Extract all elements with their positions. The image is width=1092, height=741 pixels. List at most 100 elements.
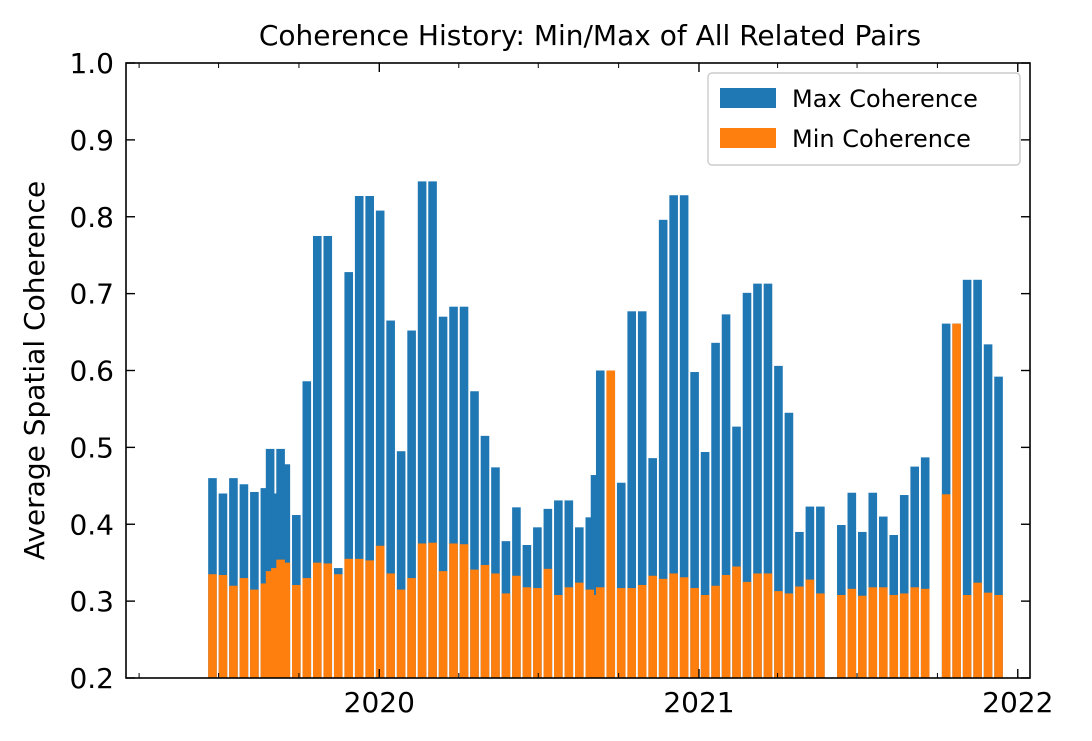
min-coherence-bar: [281, 562, 291, 678]
max-coherence-bar: [312, 235, 322, 678]
min-coherence-bar: [564, 587, 574, 678]
min-coherence-bar: [512, 575, 521, 678]
min-coherence-bar: [354, 558, 364, 678]
max-coherence-bar: [470, 391, 479, 678]
min-coherence-bar: [711, 585, 720, 678]
max-coherence-bar: [711, 342, 720, 678]
min-coherence-bar: [899, 593, 909, 678]
max-coherence-bar: [302, 381, 312, 678]
min-coherence-bar: [753, 573, 762, 678]
min-coherence-bar: [480, 564, 490, 678]
min-coherence-bar: [250, 589, 259, 678]
max-coherence-bar: [375, 210, 385, 678]
max-coherence-bar: [868, 492, 878, 678]
min-coherence-bar: [721, 574, 731, 678]
y-tick-label: 1.0: [69, 47, 114, 80]
y-tick-label: 0.2: [69, 662, 114, 695]
min-coherence-bar: [239, 578, 249, 678]
max-coherence-bar: [994, 376, 1003, 678]
max-coherence-bar: [753, 283, 762, 678]
max-coherence-bar: [428, 181, 437, 678]
max-coherence-bar: [250, 491, 259, 678]
min-coherence-bar: [428, 542, 437, 678]
max-coherence-bar: [590, 475, 600, 678]
max-coherence-bar: [229, 478, 238, 678]
min-coherence-bar: [554, 594, 563, 678]
min-coherence-bar: [962, 594, 972, 678]
y-tick-label: 0.6: [69, 355, 114, 388]
y-tick-label: 0.8: [69, 201, 114, 234]
max-coherence-bar: [627, 311, 637, 678]
plot-axes: [125, 62, 1031, 679]
max-coherence-bar: [386, 320, 395, 678]
max-coherence-bar: [847, 492, 857, 678]
min-coherence-bar: [438, 571, 448, 678]
min-coherence-bar: [292, 584, 301, 678]
max-coherence-bar: [732, 426, 741, 678]
min-coherence-bar: [669, 573, 678, 678]
max-coherence-bar: [658, 219, 668, 678]
max-coherence-bar: [648, 458, 657, 678]
min-coherence-bar: [459, 544, 469, 678]
min-coherence-bar: [868, 587, 878, 678]
max-coherence-bar: [438, 316, 448, 678]
max-coherence-bar: [407, 330, 416, 678]
min-coherence-bar: [260, 583, 270, 678]
min-coherence-bar: [302, 578, 312, 678]
max-coherence-bar: [554, 500, 563, 678]
max-coherence-bar: [973, 279, 982, 678]
min-coherence-bar: [816, 593, 825, 678]
min-coherence-bar: [795, 586, 804, 678]
max-coherence-bar: [910, 466, 920, 678]
min-coherence-bar: [952, 323, 961, 678]
legend-label-min: Min Coherence: [792, 125, 971, 153]
max-coherence-bar: [669, 195, 678, 678]
max-coherence-bar: [396, 451, 406, 678]
min-coherence-bar: [606, 370, 616, 678]
min-coherence-bar: [533, 588, 542, 678]
min-coherence-bar: [276, 559, 285, 678]
min-coherence-bar: [265, 571, 275, 678]
y-tick-label: 0.4: [69, 508, 114, 541]
max-coherence-bar: [784, 412, 794, 678]
max-coherence-bar: [595, 370, 605, 678]
legend-swatch-max: [720, 88, 776, 108]
y-tick-label: 0.5: [69, 431, 114, 464]
max-coherence-bar: [690, 372, 699, 678]
min-coherence-bar: [218, 574, 228, 678]
min-coherence-bar: [386, 573, 395, 678]
min-coherence-bar: [590, 594, 600, 678]
max-coherence-bar: [700, 451, 710, 678]
min-coherence-bar: [208, 574, 217, 678]
max-coherence-bar: [491, 467, 500, 678]
max-coherence-bar: [480, 435, 490, 678]
max-coherence-bar: [920, 457, 930, 678]
max-coherence-bar: [983, 344, 993, 678]
y-tick-label: 0.7: [69, 278, 114, 311]
max-coherence-bar: [816, 506, 825, 678]
max-coherence-bar: [637, 311, 647, 678]
legend-label-max: Max Coherence: [792, 85, 978, 113]
min-coherence-bar: [312, 562, 322, 678]
min-coherence-bar: [784, 593, 794, 678]
min-coherence-bar: [575, 582, 584, 678]
min-coherence-bars: [208, 323, 1003, 678]
legend-swatch-min: [720, 128, 776, 148]
x-tick-labels: 2020 2021 2022: [344, 686, 1054, 719]
max-coherence-bar: [365, 195, 374, 678]
min-coherence-bar: [690, 588, 699, 678]
max-coherence-bar: [354, 195, 364, 678]
min-coherence-bar: [658, 578, 668, 678]
min-coherence-bar: [627, 588, 637, 678]
min-coherence-bar: [941, 494, 951, 678]
max-coherence-bar: [742, 292, 752, 678]
x-tick-label: 2022: [982, 686, 1053, 719]
min-coherence-bar: [763, 573, 773, 678]
min-coherence-bar: [470, 569, 479, 678]
max-coherence-bar: [344, 272, 354, 678]
max-coherence-bar: [323, 235, 333, 678]
min-coherence-bar: [449, 543, 458, 678]
min-coherence-bar: [271, 568, 280, 678]
max-coherence-bar: [449, 306, 458, 678]
